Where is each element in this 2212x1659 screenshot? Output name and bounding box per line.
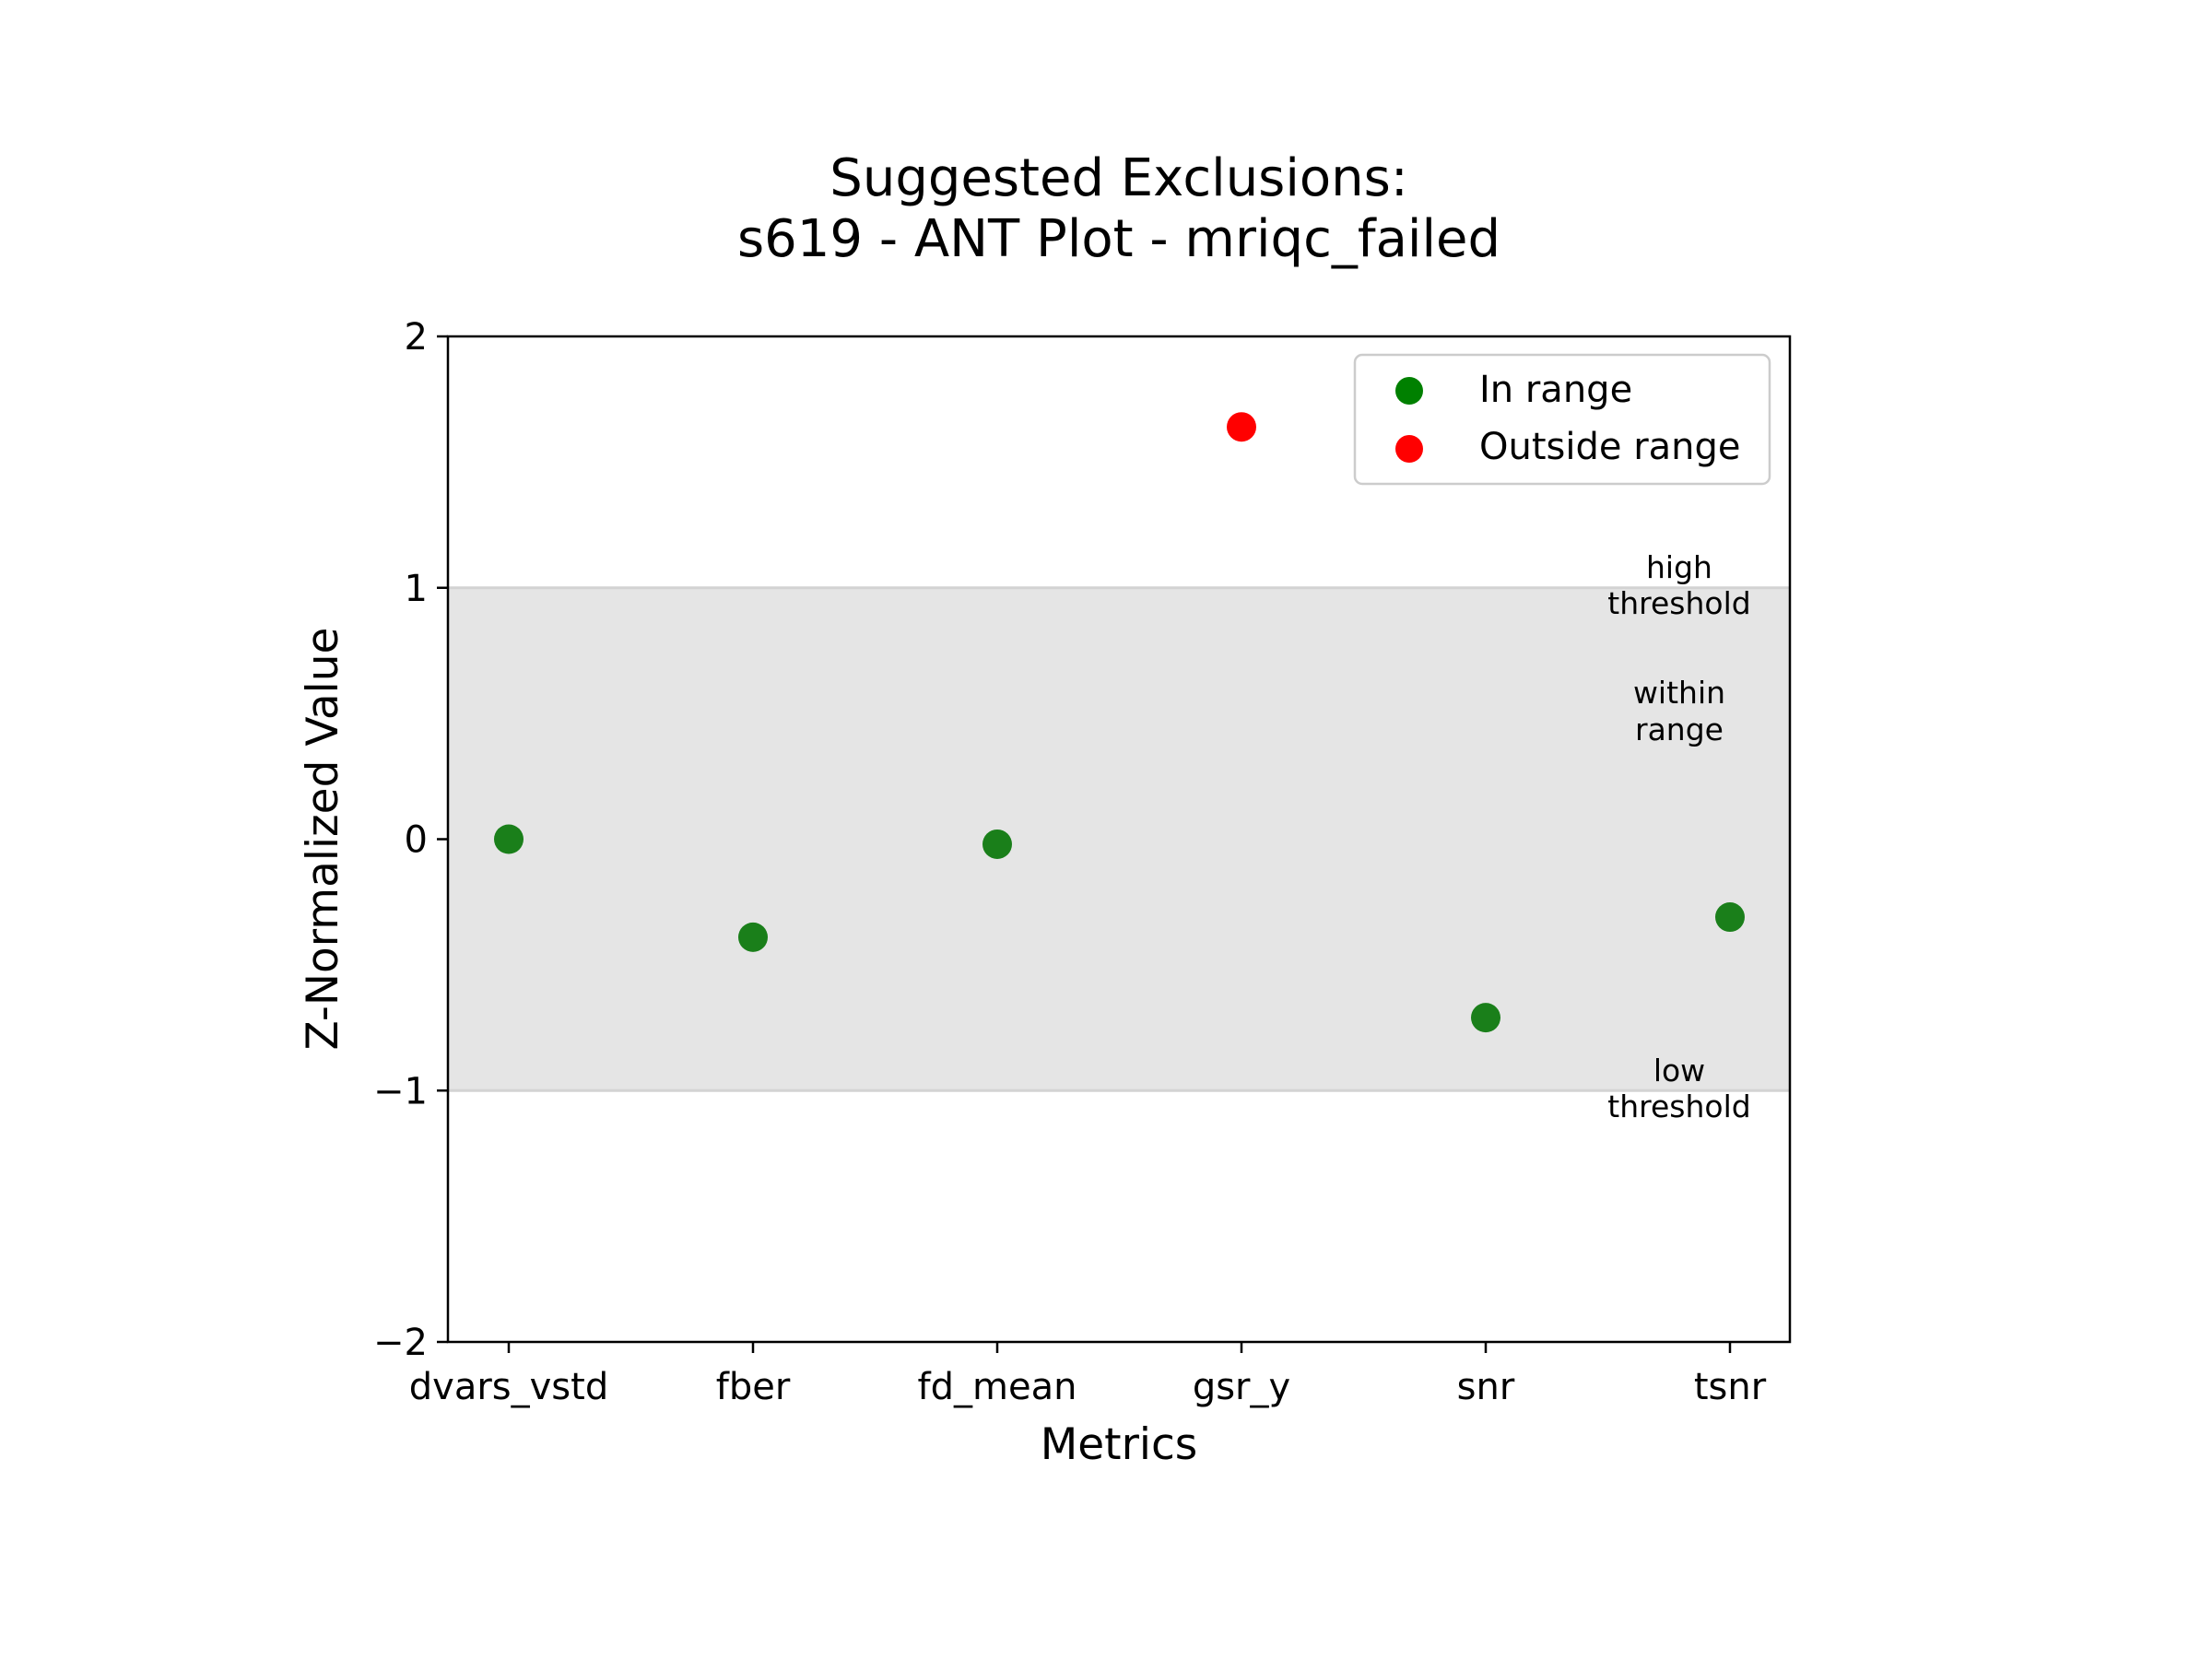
legend-outside-range-marker [1395,435,1423,463]
legend-in-range-label: In range [1479,369,1632,411]
y-tick-label: −2 [373,1322,428,1364]
high-threshold-note-line2: threshold [1607,585,1750,621]
data-point-fd-mean [982,829,1012,859]
x-tick-label-tsnr: tsnr [1694,1366,1767,1408]
chart-title-line2: s619 - ANT Plot - mriqc_failed [737,209,1500,269]
legend-box [1353,353,1771,486]
y-tick-label: 2 [405,316,428,359]
data-point-tsnr [1715,902,1745,933]
y-axis-label: Z-Normalized Value [298,628,348,1051]
data-point-dvars-vstd [494,824,524,854]
x-tick-label-gsr-y: gsr_y [1193,1366,1290,1408]
y-tick-label: 1 [405,568,428,610]
within-range-band [448,587,1790,1091]
x-tick-label-fber: fber [716,1366,791,1408]
data-point-fber [738,922,768,952]
y-axis-ticks: 2 1 0 −1 −2 [373,316,448,1364]
within-range-note-line2: range [1635,712,1724,747]
x-tick-label-fd-mean: fd_mean [918,1366,1077,1408]
high-threshold-note-line1: high [1646,549,1712,585]
x-tick-label-dvars-vstd: dvars_vstd [409,1366,608,1408]
x-axis-ticks: dvars_vstd fber fd_mean gsr_y snr tsnr [409,1342,1767,1408]
x-tick-label-snr: snr [1457,1366,1515,1408]
within-range-note-line1: within [1633,675,1725,711]
data-point-snr [1471,1003,1500,1033]
y-tick-label: −1 [373,1070,428,1112]
data-points [494,412,1745,1033]
data-point-gsr-y [1227,412,1256,442]
legend: In range Outside range [1353,353,1771,486]
x-axis-label: Metrics [1041,1419,1198,1470]
low-threshold-note-line2: threshold [1607,1088,1750,1124]
legend-in-range-marker [1395,377,1423,405]
low-threshold-note-line1: low [1653,1053,1705,1088]
y-tick-label: 0 [405,819,428,862]
legend-outside-range-label: Outside range [1479,426,1741,468]
chart-title-line1: Suggested Exclusions: [830,148,1407,208]
